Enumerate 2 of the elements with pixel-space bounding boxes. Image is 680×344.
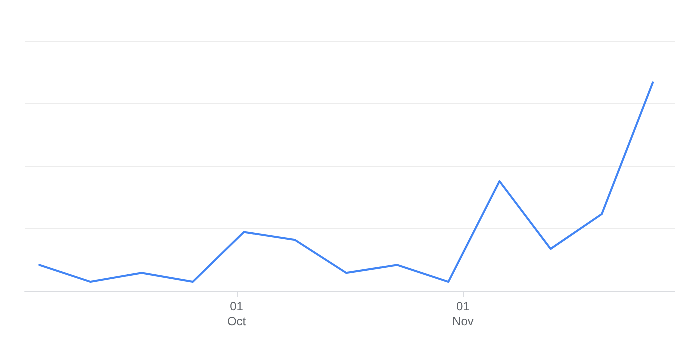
x-tick-label: 01 Nov — [452, 300, 474, 328]
x-tick-label: 01 Oct — [227, 300, 247, 328]
